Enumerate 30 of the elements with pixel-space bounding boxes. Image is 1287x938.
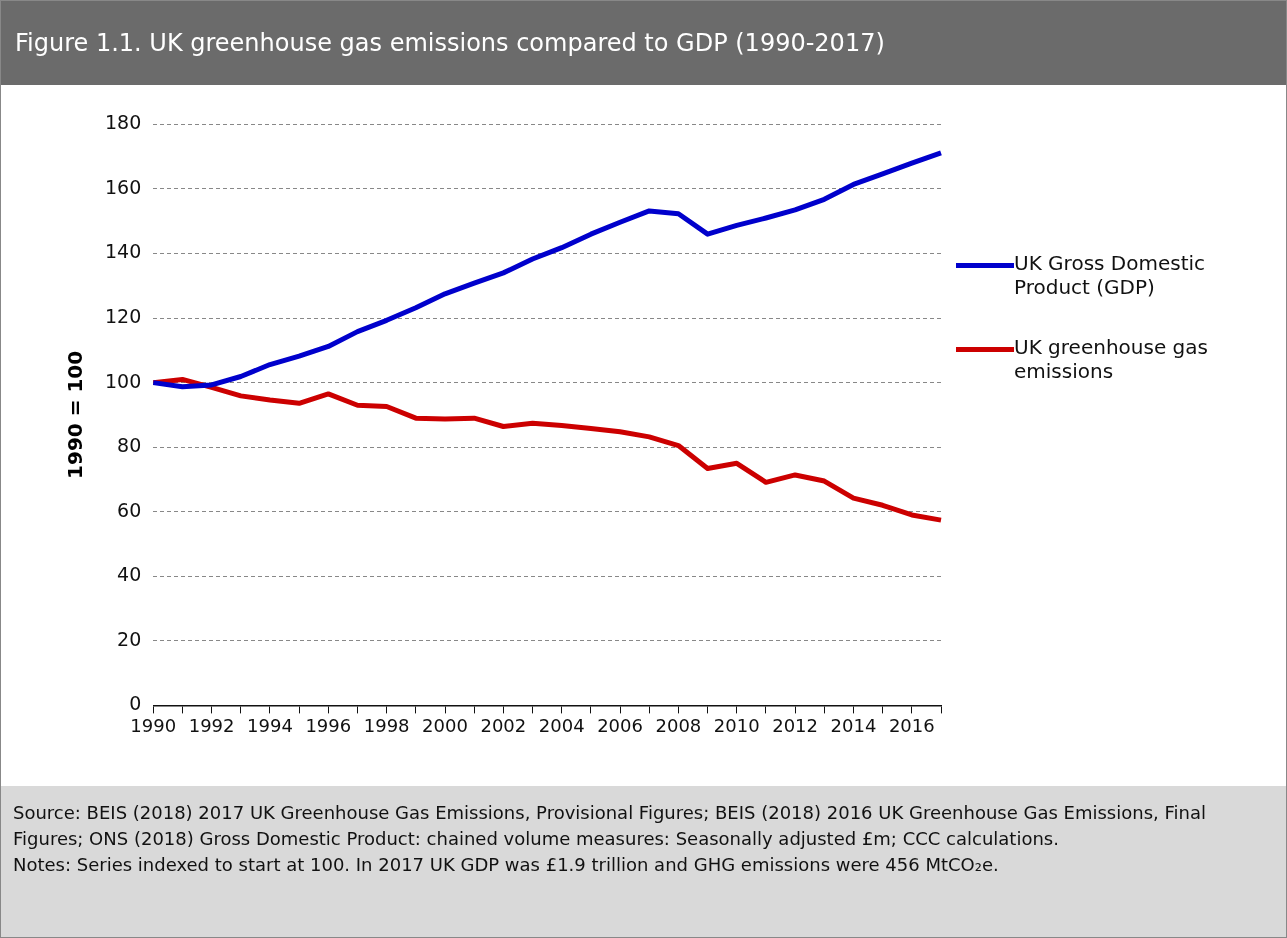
x-tick-label: 2016: [888, 714, 935, 736]
legend-label: UK greenhouse gas emissions: [1014, 335, 1209, 383]
x-tick-label: 2010: [713, 714, 760, 736]
text: Notes: Series indexed to start at 100. In 2017 UK GDP was £1.9 trillion and GHG emissions were 456 MtCO₂e.: [13, 853, 1000, 877]
x-tick-label: 2002: [480, 714, 527, 736]
chart-title: Figure 1.1. UK greenhouse gas emissions compared to GDP (1990-2017): [1, 1, 1286, 85]
y-tick-label: 160: [105, 175, 142, 198]
source-note: Source: BEIS (2018) 2017 UK Greenhouse Gas Emissions, Provisional Figures; BEIS (2018) 2016 UK Greenhouse Gas Emissions, Final Figures; ONS (2018) Gross Domestic Product: chained volume measures: Seasonally adjusted £m; CCC calculations.: [13, 801, 1207, 851]
x-tick-label: 1994: [247, 714, 293, 736]
y-tick-label: 120: [105, 305, 142, 327]
x-tick-label: 2004: [538, 714, 585, 736]
y-tick-label: 80: [117, 434, 142, 457]
y-tick-label: 40: [117, 563, 142, 586]
x-tick-label: 1998: [363, 714, 410, 736]
x-tick-label: 2000: [422, 714, 468, 736]
x-tick-label: 2006: [597, 714, 643, 736]
y-tick-label: 20: [117, 627, 142, 650]
legend-label: UK Gross Domestic Product (GDP): [1014, 251, 1207, 299]
x-tick-label: 2012: [772, 714, 819, 736]
x-tick-label: 2008: [655, 714, 702, 736]
x-tick-label: 2014: [830, 714, 877, 736]
y-tick-label: 60: [117, 498, 142, 521]
x-tick-label: 1992: [188, 714, 235, 736]
y-tick-label: 180: [105, 111, 142, 134]
y-axis-title: 1990 = 100: [63, 350, 88, 479]
x-tick-label: 1996: [305, 714, 352, 736]
y-tick-label: 140: [105, 240, 142, 263]
y-tick-label: 100: [105, 369, 142, 392]
y-tick-label: 0: [129, 692, 142, 715]
x-tick-label: 1990: [130, 714, 177, 736]
